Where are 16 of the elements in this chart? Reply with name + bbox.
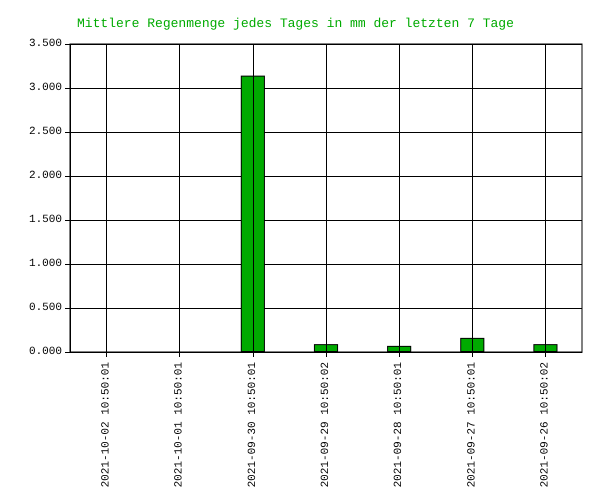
y-tick-label: 2.000 (28, 170, 62, 182)
y-tick-label: 0.000 (28, 346, 62, 358)
y-tick-label: 1.500 (28, 214, 62, 226)
y-tick-label: 1.000 (28, 258, 62, 270)
x-tick-label: 2021-09-26 10:50:02 (539, 362, 552, 488)
x-tick-label: 2021-09-30 10:50:01 (246, 362, 259, 488)
chart-title: Mittlere Regenmenge jedes Tages in mm der letzten 7 Tage (77, 16, 514, 31)
y-tick-label: 2.500 (28, 126, 62, 138)
x-tick-label: 2021-10-02 10:50:01 (100, 362, 113, 488)
y-tick-label: 0.500 (28, 302, 62, 314)
x-tick-label: 2021-09-29 10:50:02 (320, 362, 332, 488)
y-tick-label: 3.000 (28, 82, 62, 94)
x-tick-label: 2021-09-28 10:50:01 (393, 362, 406, 488)
y-tick-label: 3.500 (28, 38, 62, 50)
x-tick-label: 2021-09-27 10:50:01 (466, 362, 478, 488)
x-tick-label: 2021-10-01 10:50:01 (174, 362, 186, 488)
